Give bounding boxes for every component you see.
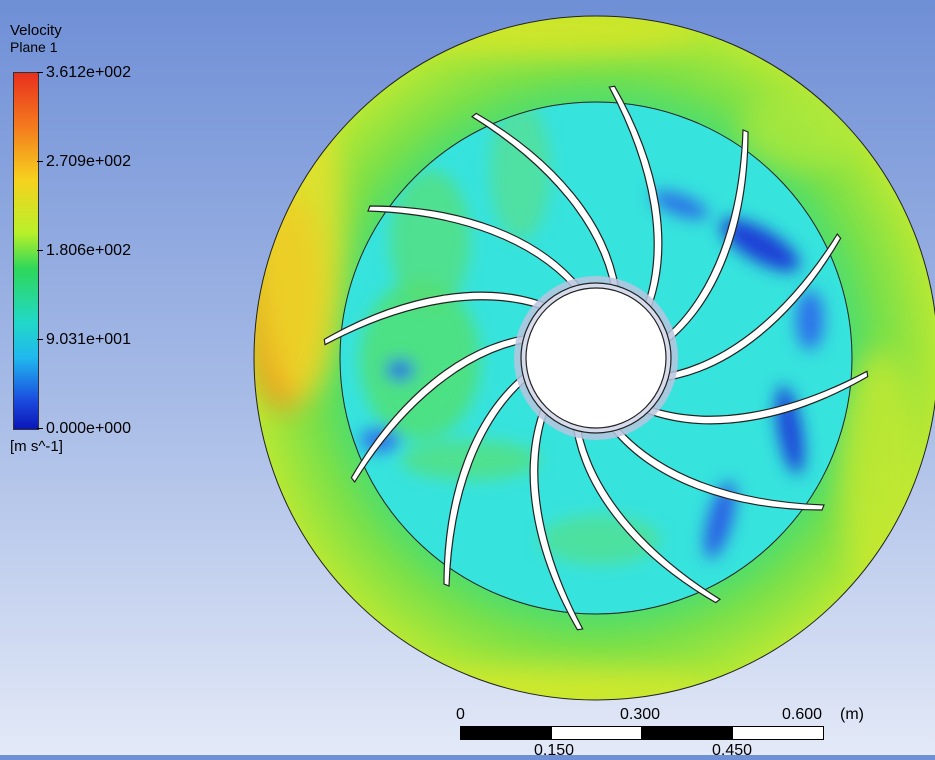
impeller-blades <box>323 85 869 631</box>
legend-subtitle: Plane 1 <box>10 39 58 55</box>
color-bar-tick-label: 9.031e+001 <box>46 331 131 348</box>
scale-bar-segment <box>460 726 552 740</box>
impeller-hub <box>514 276 678 440</box>
color-bar-tick-label: 0.000e+000 <box>46 420 131 437</box>
color-bar-tick <box>37 161 43 162</box>
color-bar-tick <box>37 339 43 340</box>
legend-title: Velocity <box>10 22 62 39</box>
scale-bar-unit: (m) <box>840 706 864 723</box>
scale-bar-segment <box>551 726 642 740</box>
color-bar-tick-label: 2.709e+002 <box>46 153 131 170</box>
legend-unit: [m s^-1] <box>10 438 63 455</box>
color-bar-tick-label: 1.806e+002 <box>46 242 131 259</box>
scale-bar-segment <box>732 726 824 740</box>
scale-bar-label-0450: 0.450 <box>712 742 753 759</box>
color-bar-tick <box>37 250 43 251</box>
scale-bar-label-0: 0 <box>456 706 465 723</box>
color-bar-tick-label: 3.612e+002 <box>46 64 131 81</box>
scale-bar-label-0600: 0.600 <box>782 706 823 723</box>
color-bar <box>13 72 39 430</box>
color-bar-tick <box>37 72 43 73</box>
color-bar-tick <box>37 428 43 429</box>
scale-bar-label-0150: 0.150 <box>534 742 575 759</box>
scale-bar-label-0300: 0.300 <box>620 706 661 723</box>
scale-bar-segment <box>641 726 733 740</box>
